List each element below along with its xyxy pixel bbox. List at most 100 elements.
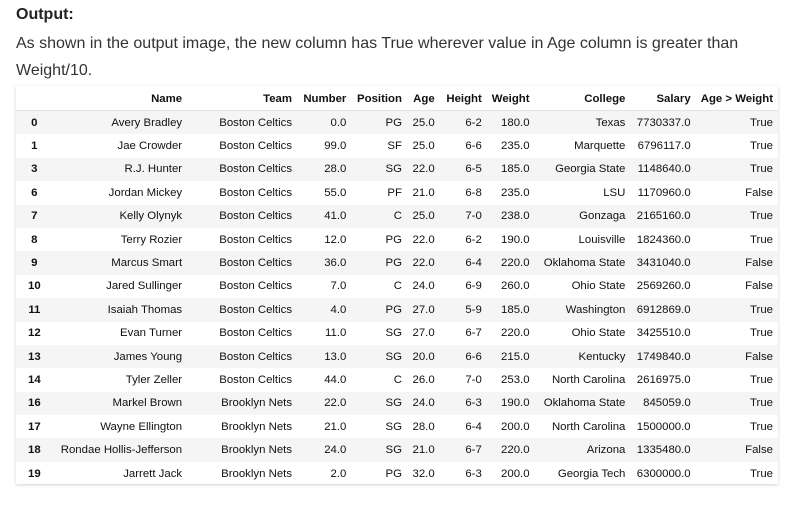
cell-college: Gonzaga bbox=[534, 204, 631, 228]
dataframe-output-image: Name Team Number Position Age Height Wei… bbox=[16, 86, 778, 484]
cell-college: LSU bbox=[603, 186, 626, 199]
cell-age-gt-weight: False bbox=[695, 344, 778, 369]
table-row: 12 Evan Turner Boston Celtics 11.0 SG 27.0 6-7… bbox=[16, 322, 778, 345]
cell-weight: 260.0 bbox=[501, 280, 530, 293]
cell-age-gt-weight: True bbox=[750, 233, 773, 246]
table-row: 13 James Young Boston Celtics 13.0 SG 20.0 6-6… bbox=[16, 344, 778, 369]
cell-number: 24.0 bbox=[297, 438, 352, 462]
cell-position: PF bbox=[387, 186, 402, 199]
row-index: 1 bbox=[31, 140, 38, 153]
cell-age-gt-weight: True bbox=[695, 204, 778, 228]
cell-number: 41.0 bbox=[297, 204, 352, 228]
cell-college: Georgia Tech bbox=[557, 467, 626, 480]
cell-team: Boston Celtics bbox=[219, 280, 293, 293]
table-row: 17 Wayne Ellington Brooklyn Nets 21.0 SG 28.0… bbox=[16, 415, 778, 438]
cell-weight: 220.0 bbox=[501, 327, 530, 340]
cell-team: Brooklyn Nets bbox=[221, 420, 293, 433]
cell-college: Washington bbox=[534, 298, 631, 322]
cell-college: Louisville bbox=[578, 233, 626, 246]
cell-number: 11.0 bbox=[325, 327, 347, 340]
cell-height: 6-3 bbox=[439, 391, 487, 416]
cell-number: 4.0 bbox=[297, 298, 352, 322]
index-header bbox=[16, 88, 53, 111]
cell-name: Marcus Smart bbox=[52, 251, 188, 275]
cell-number: 36.0 bbox=[297, 251, 352, 275]
row-index: 13 bbox=[16, 344, 53, 369]
cell-age: 25.0 bbox=[406, 110, 440, 135]
cell-name: James Young bbox=[52, 344, 188, 369]
row-index: 11 bbox=[16, 298, 53, 322]
cell-team: Boston Celtics bbox=[219, 233, 293, 246]
cell-team: Boston Celtics bbox=[187, 298, 298, 322]
cell-age-gt-weight: False bbox=[745, 280, 773, 293]
cell-college: Oklahoma State bbox=[534, 251, 631, 275]
cell-salary: 2616975.0 bbox=[636, 373, 691, 386]
cell-team: Boston Celtics bbox=[187, 204, 298, 228]
cell-name: Avery Bradley bbox=[52, 110, 188, 135]
cell-number: 44.0 bbox=[324, 373, 347, 386]
cell-salary: 1170960.0 bbox=[637, 186, 691, 199]
row-index: 7 bbox=[16, 204, 53, 228]
cell-team: Boston Celtics bbox=[187, 157, 298, 182]
cell-height: 6-2 bbox=[439, 110, 487, 135]
cell-team: Boston Celtics bbox=[187, 344, 298, 369]
row-index: 9 bbox=[16, 251, 53, 275]
description-text: As shown in the output image, the new co… bbox=[16, 35, 739, 79]
column-header-age-gt-weight: Age > Weight bbox=[695, 88, 778, 111]
cell-college: North Carolina bbox=[551, 373, 626, 386]
cell-height: 6-3 bbox=[465, 467, 482, 480]
cell-number: 22.0 bbox=[297, 391, 352, 416]
column-header-team: Team bbox=[187, 88, 298, 111]
cell-weight: 185.0 bbox=[486, 298, 535, 322]
cell-number: 2.0 bbox=[330, 467, 347, 480]
cell-age: 26.0 bbox=[412, 373, 435, 386]
cell-age: 24.0 bbox=[412, 280, 435, 293]
table-row: 1 Jae Crowder Boston Celtics 99.0 SF 25.0 6-6 2… bbox=[16, 134, 778, 157]
cell-salary: 1500000.0 bbox=[636, 420, 691, 433]
cell-name: R.J. Hunter bbox=[52, 157, 188, 182]
cell-college: North Carolina bbox=[551, 420, 626, 433]
cell-name: Jarrett Jack bbox=[123, 467, 183, 480]
cell-team: Boston Celtics bbox=[219, 327, 293, 340]
cell-position: PG bbox=[351, 298, 407, 322]
cell-name: Tyler Zeller bbox=[125, 373, 183, 386]
row-index: 6 bbox=[31, 186, 38, 199]
cell-position: SG bbox=[351, 157, 407, 182]
cell-name: Jared Sullinger bbox=[106, 280, 183, 293]
cell-age-gt-weight: True bbox=[750, 420, 773, 433]
cell-college: Arizona bbox=[534, 438, 631, 462]
cell-height: 5-9 bbox=[439, 298, 487, 322]
cell-position: SG bbox=[351, 344, 407, 369]
cell-age: 22.0 bbox=[412, 233, 435, 246]
table-row: 7 Kelly Olynyk Boston Celtics 41.0 C 25.0 7-0 2… bbox=[16, 204, 778, 228]
cell-salary: 1148640.0 bbox=[630, 157, 696, 182]
table-row: 9 Marcus Smart Boston Celtics 36.0 PG 22.0 6-4… bbox=[16, 251, 778, 275]
cell-number: 0.0 bbox=[297, 110, 352, 135]
cell-weight: 220.0 bbox=[486, 251, 535, 275]
table-row: 10 Jared Sullinger Boston Celtics 7.0 C 24.0 6… bbox=[16, 275, 778, 298]
cell-age: 25.0 bbox=[406, 204, 440, 228]
cell-college: Texas bbox=[534, 110, 631, 135]
cell-weight: 215.0 bbox=[486, 344, 535, 369]
cell-age-gt-weight: False bbox=[745, 186, 773, 199]
cell-salary: 6912869.0 bbox=[630, 298, 696, 322]
table-row: 19 Jarrett Jack Brooklyn Nets 2.0 PG 32.0 6-3 2… bbox=[16, 462, 778, 485]
cell-salary: 6300000.0 bbox=[636, 467, 691, 480]
cell-college: Ohio State bbox=[571, 280, 626, 293]
cell-name: Jordan Mickey bbox=[108, 186, 183, 199]
cell-team: Boston Celtics bbox=[219, 186, 293, 199]
cell-weight: 180.0 bbox=[486, 110, 535, 135]
cell-age-gt-weight: True bbox=[750, 373, 773, 386]
cell-weight: 235.0 bbox=[501, 140, 530, 153]
cell-weight: 185.0 bbox=[486, 157, 535, 182]
dataframe-table: Name Team Number Position Age Height Wei… bbox=[16, 88, 778, 485]
cell-age-gt-weight: True bbox=[750, 140, 773, 153]
cell-weight: 253.0 bbox=[501, 373, 530, 386]
cell-height: 6-5 bbox=[439, 157, 487, 182]
row-index: 17 bbox=[28, 420, 41, 433]
table-row: 16 Markel Brown Brooklyn Nets 22.0 SG 24.0 6-3… bbox=[16, 391, 778, 416]
table-row: 11 Isaiah Thomas Boston Celtics 4.0 PG 27.0 5-… bbox=[16, 298, 778, 322]
table-row: 18 Rondae Hollis-Jefferson Brooklyn Nets 24… bbox=[16, 438, 778, 462]
cell-height: 6-7 bbox=[465, 327, 482, 340]
cell-college: Ohio State bbox=[571, 327, 626, 340]
